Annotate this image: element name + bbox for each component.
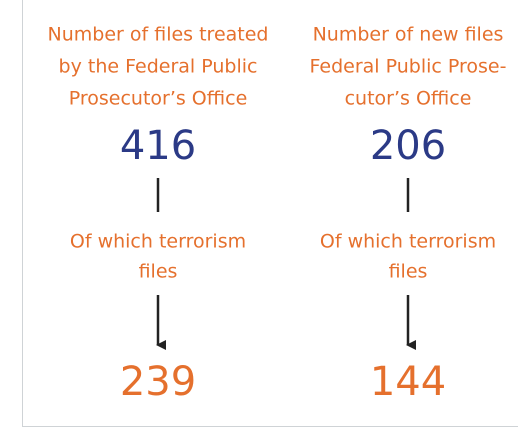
terrorism-number: 144: [370, 359, 446, 405]
terrorism-number: 239: [120, 359, 196, 405]
sub-line: Of which terrorism: [320, 231, 496, 253]
sub-line: files: [139, 261, 178, 283]
sub-line: files: [389, 261, 428, 283]
total-number: 416: [120, 123, 196, 169]
total-number: 206: [370, 123, 446, 169]
title-line: cutor’s Office: [345, 88, 472, 110]
title-line: Number of new files: [313, 24, 504, 46]
title-line: by the Federal Public: [59, 56, 258, 78]
title-line: Prosecutor’s Office: [69, 88, 248, 110]
title-line: Federal Public Prose-: [310, 56, 507, 78]
title-line: Number of files treated: [48, 24, 269, 46]
sub-line: Of which terrorism: [70, 231, 246, 253]
